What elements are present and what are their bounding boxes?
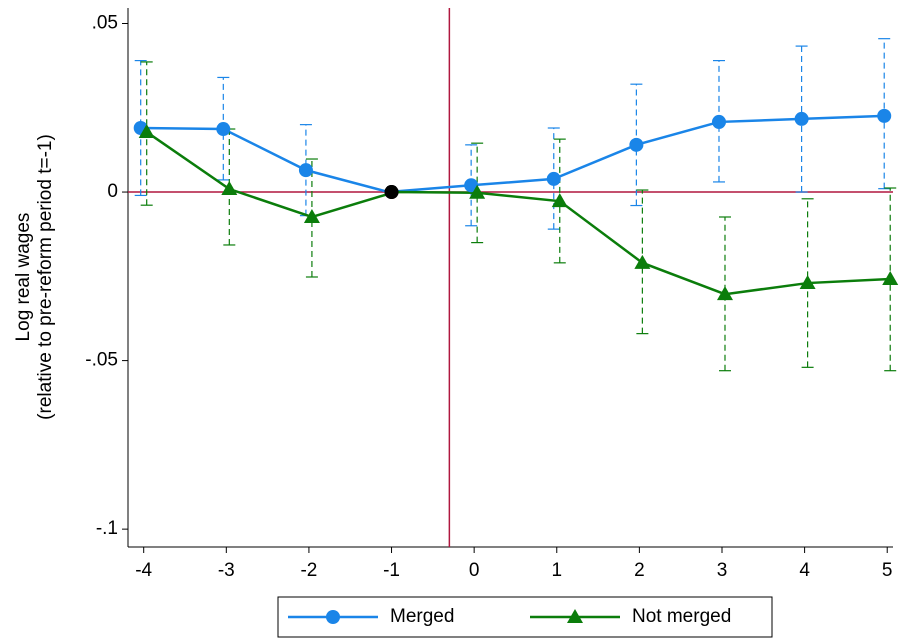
point [216,122,231,137]
legend-marker [326,610,340,624]
y-tick-label: .05 [92,13,118,34]
x-tick-label: 5 [882,560,893,581]
x-tick-label: 3 [717,560,728,581]
point [716,286,733,301]
x-tick-label: 2 [634,560,645,581]
legend-label: Not merged [632,606,731,627]
legend-marker [567,609,583,623]
point [303,208,320,223]
point [794,111,809,126]
point [629,137,644,152]
point [551,193,568,208]
point [469,184,486,199]
x-tick-label: -1 [383,560,400,581]
x-tick-label: -2 [300,560,317,581]
x-tick-label: 4 [799,560,810,581]
y-tick-label: 0 [107,181,118,202]
y-axis-label: Log real wages [13,213,34,342]
x-tick-label: -3 [218,560,235,581]
point [464,178,479,193]
point [634,254,651,269]
legend-label: Merged [390,606,454,627]
series-line [140,114,885,194]
y-axis-label: (relative to pre-reform period t=-1) [35,134,56,420]
point [546,171,561,186]
y-tick-label: -.1 [96,518,118,539]
point [138,124,155,139]
point [711,114,726,129]
x-tick-label: 1 [551,560,562,581]
series-line [145,131,891,296]
point [384,185,399,200]
x-tick-label: -4 [135,560,152,581]
point [221,181,238,196]
x-tick-label: 0 [469,560,480,581]
point [882,271,899,286]
point [799,275,816,290]
point [298,163,313,178]
point [877,108,892,123]
y-tick-label: -.05 [85,350,118,371]
